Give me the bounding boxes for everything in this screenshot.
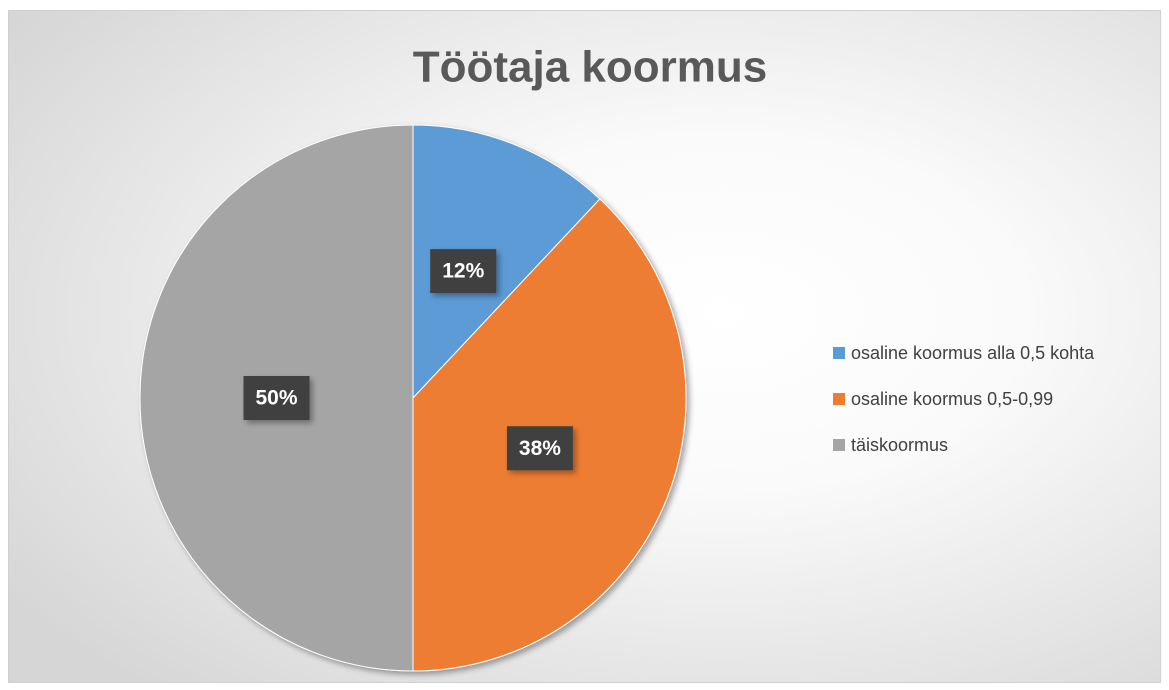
- legend-swatch: [833, 347, 845, 359]
- data-label: 12%: [442, 260, 484, 283]
- legend-label: osaline koormus alla 0,5 kohta: [851, 343, 1095, 363]
- pie-slice: [412, 124, 601, 400]
- pie: [139, 124, 687, 672]
- data-label-box: [430, 249, 497, 294]
- legend-swatch: [833, 439, 845, 451]
- data-label: 50%: [255, 387, 297, 410]
- legend-label: täiskoormus: [851, 435, 948, 455]
- legend-swatch: [833, 393, 845, 405]
- data-label-box: [243, 376, 310, 420]
- data-label-box: [506, 426, 573, 471]
- legend-label: osaline koormus 0,5-0,99: [851, 389, 1053, 409]
- data-label: 38%: [519, 437, 561, 460]
- chart-title: Töötaja koormus: [413, 43, 768, 92]
